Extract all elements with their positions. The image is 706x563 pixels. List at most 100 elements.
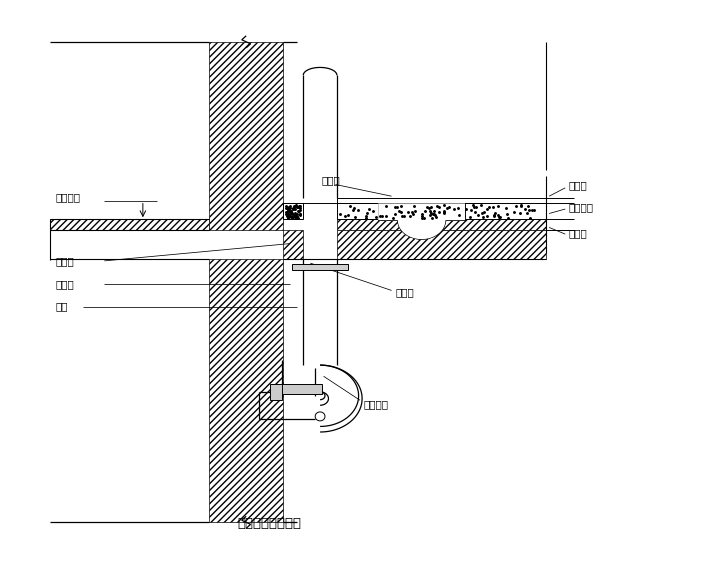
Point — [417, 212, 428, 221]
Point — [417, 213, 428, 222]
Point — [431, 202, 443, 211]
Bar — [283, 203, 304, 219]
Point — [433, 208, 445, 217]
Text: 排水立管: 排水立管 — [364, 399, 388, 409]
Point — [349, 212, 361, 221]
Point — [283, 203, 294, 212]
Point — [285, 209, 296, 218]
Point — [281, 203, 292, 212]
Point — [280, 203, 292, 212]
Point — [522, 202, 533, 211]
Point — [481, 212, 493, 221]
Point — [282, 206, 294, 215]
Point — [288, 203, 299, 212]
Point — [292, 213, 304, 222]
Point — [360, 212, 371, 221]
Point — [285, 203, 296, 212]
Point — [285, 213, 297, 222]
Point — [294, 201, 305, 210]
Point — [489, 211, 500, 220]
Point — [289, 212, 300, 221]
Point — [428, 210, 439, 219]
Point — [394, 207, 405, 216]
Point — [283, 212, 294, 221]
Point — [287, 212, 298, 221]
Point — [389, 203, 400, 212]
Point — [287, 209, 298, 218]
Point — [494, 213, 505, 222]
Point — [367, 206, 378, 215]
Point — [293, 203, 304, 212]
Point — [294, 210, 306, 219]
Point — [289, 212, 300, 221]
Point — [433, 203, 445, 212]
Point — [282, 209, 294, 218]
Point — [438, 200, 450, 209]
Point — [280, 209, 292, 218]
Point — [397, 211, 408, 220]
Point — [423, 204, 434, 213]
Point — [290, 213, 301, 222]
Point — [376, 212, 388, 221]
Point — [389, 210, 400, 219]
Point — [521, 208, 532, 217]
Point — [426, 213, 438, 222]
Point — [523, 205, 534, 215]
Point — [493, 211, 504, 220]
Point — [469, 207, 481, 216]
Point — [515, 201, 526, 210]
Point — [339, 212, 350, 221]
Point — [289, 205, 300, 214]
Point — [283, 204, 294, 213]
Point — [493, 201, 504, 210]
Point — [294, 203, 306, 212]
Point — [381, 202, 392, 211]
Point — [438, 209, 449, 218]
Point — [361, 209, 373, 218]
Bar — [337, 198, 546, 203]
Bar — [270, 383, 282, 400]
Point — [488, 211, 499, 220]
Point — [402, 208, 414, 217]
Point — [424, 211, 436, 220]
Point — [294, 202, 305, 211]
Bar — [292, 263, 348, 270]
Point — [282, 205, 294, 214]
Point — [441, 204, 453, 213]
Point — [429, 207, 440, 216]
Point — [287, 205, 299, 214]
Bar — [337, 219, 546, 230]
Point — [335, 209, 346, 218]
Point — [467, 200, 479, 209]
Point — [282, 213, 293, 222]
Point — [282, 204, 294, 213]
Point — [472, 210, 484, 219]
Point — [288, 211, 299, 220]
Point — [395, 201, 407, 210]
Point — [478, 208, 489, 217]
Point — [438, 208, 449, 217]
Point — [431, 212, 442, 221]
Bar — [283, 230, 304, 259]
Point — [408, 202, 419, 211]
Point — [493, 212, 505, 221]
Text: 细石砼: 细石砼 — [55, 279, 74, 289]
Point — [426, 203, 437, 212]
Point — [364, 205, 375, 214]
Point — [284, 202, 295, 211]
Text: 大便器: 大便器 — [321, 175, 340, 185]
Point — [370, 213, 381, 222]
Point — [489, 209, 501, 218]
Point — [508, 207, 520, 216]
Point — [286, 208, 297, 217]
Point — [294, 211, 306, 220]
Point — [294, 209, 306, 218]
Point — [294, 206, 306, 215]
Point — [468, 202, 479, 211]
Point — [405, 211, 416, 220]
Point — [282, 203, 293, 212]
Point — [429, 211, 441, 220]
Point — [352, 205, 364, 215]
Point — [281, 202, 292, 211]
Point — [470, 202, 481, 211]
